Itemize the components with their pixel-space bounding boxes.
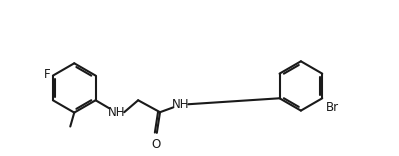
Text: F: F	[43, 68, 50, 80]
Text: O: O	[151, 138, 161, 151]
Text: NH: NH	[107, 106, 125, 119]
Text: Br: Br	[326, 101, 338, 114]
Text: NH: NH	[172, 98, 190, 111]
